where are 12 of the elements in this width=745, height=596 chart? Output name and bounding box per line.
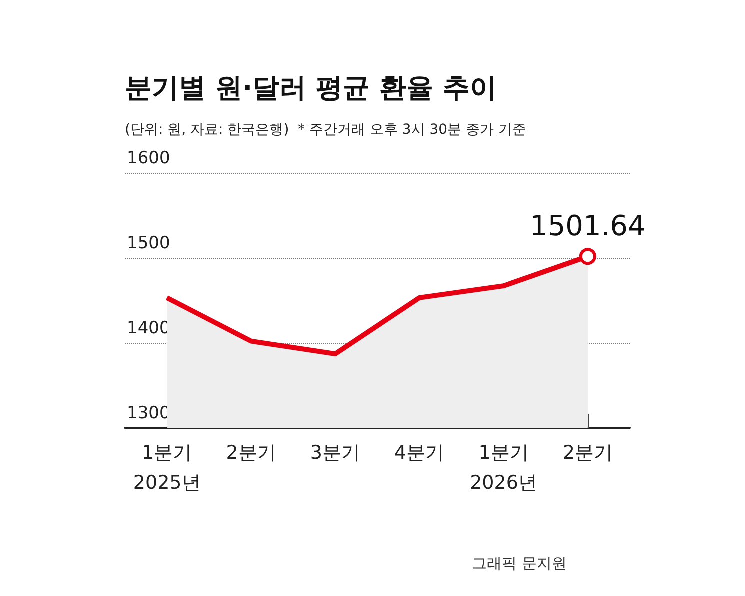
chart-subtitle: (단위: 원, 자료: 한국은행) * 주간거래 오후 3시 30분 종가 기준: [125, 122, 526, 138]
x-tick-label: 2분기: [226, 442, 276, 464]
chart-title: 분기별 원·달러 평균 환율 추이: [125, 73, 497, 104]
x-tick-label: 2분기: [562, 442, 613, 464]
x-tick-label: 1분기 2025년: [133, 442, 201, 494]
data-label: 1501.64: [530, 210, 646, 243]
x-tick-label: 1분기 2026년: [470, 442, 538, 494]
text: 그래픽 문지원: [472, 554, 568, 572]
x-tick-label: 3분기: [310, 442, 360, 464]
y-tick-label: 1500: [127, 234, 170, 254]
y-tick-label: 1600: [127, 148, 170, 168]
x-tick-label: 4분기: [394, 442, 445, 464]
